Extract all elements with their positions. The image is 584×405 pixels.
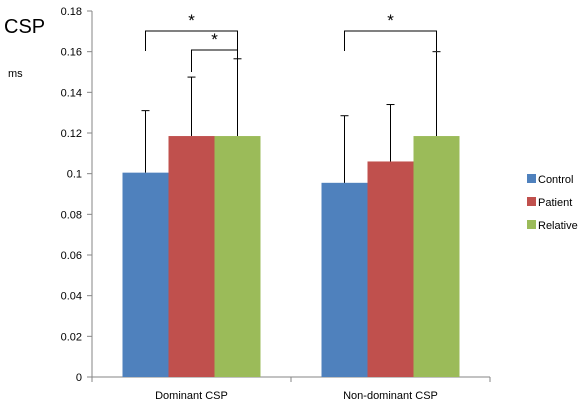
bar — [168, 136, 215, 377]
y-tick-label: 0.06 — [61, 250, 82, 262]
significance-star: * — [211, 30, 218, 49]
significance-bracket — [145, 30, 238, 51]
x-tick-label: Non-dominant CSP — [343, 390, 438, 400]
significance-star: * — [387, 11, 394, 30]
significance-bracket — [191, 49, 238, 72]
bar — [214, 136, 261, 377]
legend-label: Patient — [538, 197, 572, 209]
y-tick-label: 0.18 — [61, 6, 82, 18]
y-axis-unit: ms — [8, 68, 23, 80]
y-tick-label: 0.14 — [61, 87, 82, 99]
y-tick-label: 0.12 — [61, 128, 82, 140]
chart-title: CSP — [4, 16, 46, 38]
bar — [122, 172, 169, 377]
y-tick-label: 0.08 — [61, 209, 82, 221]
bar — [413, 136, 460, 377]
significance-star: * — [188, 11, 195, 30]
bar — [321, 182, 368, 377]
legend-label: Relative — [538, 220, 578, 232]
y-tick-label: 0.02 — [61, 331, 82, 343]
x-tick-label: Dominant CSP — [155, 390, 228, 400]
y-tick-label: 0.04 — [61, 291, 82, 303]
significance-bracket — [344, 30, 437, 51]
y-tick-label: 0.16 — [61, 47, 82, 59]
legend-swatch — [527, 197, 536, 206]
legend-label: Control — [538, 174, 573, 186]
bar — [367, 161, 414, 377]
y-tick-label: 0 — [76, 372, 82, 384]
legend-swatch — [527, 174, 536, 183]
y-tick-label: 0.1 — [67, 169, 82, 181]
legend-swatch — [527, 220, 536, 229]
